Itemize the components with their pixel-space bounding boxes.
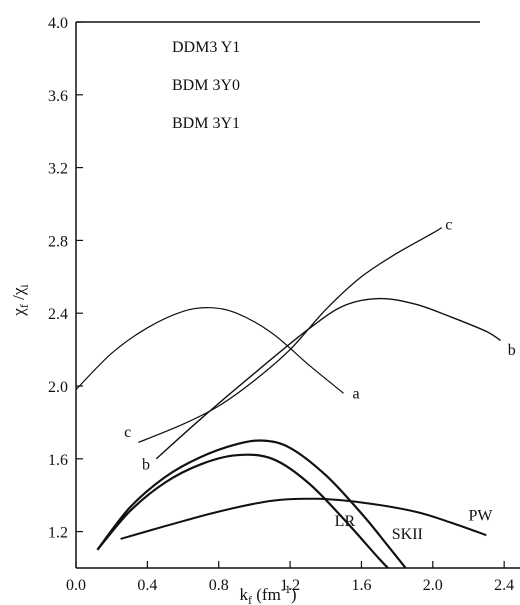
series-line-b <box>155 297 501 460</box>
y-tick-label: 3.2 <box>48 161 68 178</box>
curve-label-b: b <box>508 342 516 359</box>
curve-label-a: a <box>353 386 360 403</box>
curve-label-c: c <box>445 216 452 233</box>
x-tick-label: 0.0 <box>66 577 86 594</box>
y-tick-label: 1.6 <box>48 452 68 469</box>
y-tick-label: 2.8 <box>48 233 68 250</box>
series-line-a <box>76 307 344 394</box>
x-tick-label: 0.8 <box>209 577 229 594</box>
x-tick-label: 1.2 <box>280 577 300 594</box>
series-line-pw <box>120 497 487 540</box>
legend-entry: BDM 3Y1 <box>172 115 240 132</box>
series-line-skii <box>96 439 408 568</box>
y-tick-label: 2.4 <box>48 306 68 323</box>
series-line-c <box>138 227 443 444</box>
x-tick-label: 1.6 <box>351 577 371 594</box>
curve-label-skii: SKII <box>392 526 423 543</box>
legend-entry: BDM 3Y0 <box>172 77 240 94</box>
legend-entry: DDM3 Y1 <box>172 39 240 56</box>
x-tick-label: 2.4 <box>494 577 514 594</box>
curve-label-lr: LR <box>335 513 356 530</box>
x-tick-label: 2.0 <box>423 577 443 594</box>
legend: DDM3 Y1 BDM 3Y0 BDM 3Y1 <box>172 39 240 132</box>
curve-label-b: b <box>142 457 150 474</box>
y-tick-label: 3.6 <box>48 88 68 105</box>
y-tick-label: 1.2 <box>48 525 68 542</box>
plot-frame <box>75 21 520 569</box>
x-tick-label: 0.4 <box>137 577 157 594</box>
curve-label-c: c <box>124 424 131 441</box>
y-axis-title: χf /χi <box>9 284 31 317</box>
series-layer <box>76 227 501 568</box>
series-line-lr <box>96 453 390 568</box>
curve-label-pw: PW <box>468 508 493 525</box>
y-ticks: 1.2 1.6 2.0 2.4 2.8 3.2 3.6 4.0 <box>48 15 83 542</box>
x-axis-title: kf (fm-1) <box>240 582 297 605</box>
y-tick-label: 4.0 <box>48 15 68 32</box>
x-ticks: 0.0 0.4 0.8 1.2 1.6 2.0 2.4 <box>66 561 514 594</box>
y-tick-label: 2.0 <box>48 379 68 396</box>
